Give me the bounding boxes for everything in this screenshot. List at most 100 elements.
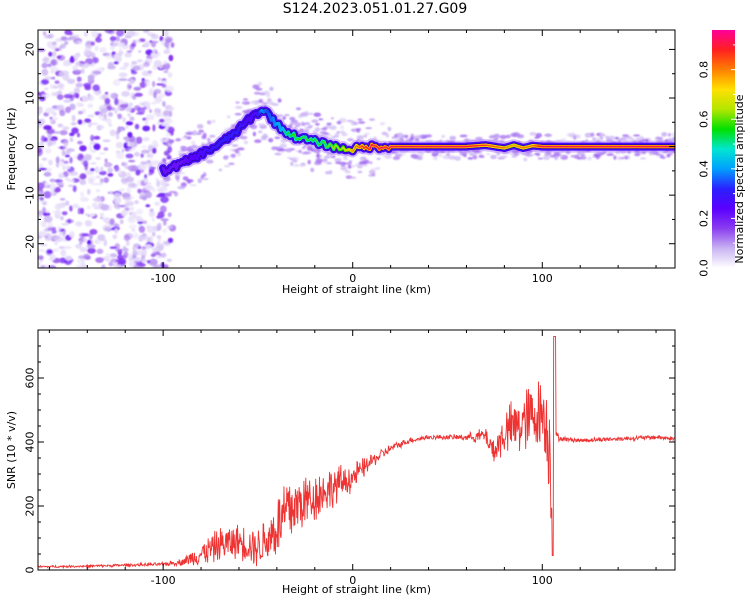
spectrogram-noise-blob: [165, 85, 174, 93]
spectrogram-noise-blob: [90, 149, 97, 153]
spectrogram-noise-blob: [41, 157, 48, 161]
spectrogram-noise-blob: [79, 61, 87, 65]
spectrogram-noise-blob: [529, 132, 537, 136]
spectrogram-noise-blob: [129, 79, 135, 84]
spectrogram-noise-blob: [46, 249, 53, 254]
spectrogram-noise-blob: [156, 255, 164, 259]
spectrogram-noise-blob: [168, 54, 174, 62]
spectrogram-noise-blob: [84, 154, 92, 161]
spectrogram-noise-blob: [57, 83, 64, 89]
spectrogram-noise-blob: [134, 257, 142, 262]
spectrogram-noise-blob: [128, 159, 136, 163]
spectrogram-noise-blob: [76, 259, 84, 264]
spectrogram-noise-blob: [274, 152, 282, 156]
spectrogram-noise-blob: [279, 143, 287, 149]
spectrogram-noise-blob: [148, 87, 155, 93]
spectrogram-noise-blob: [131, 228, 136, 233]
spectrogram-noise-blob: [154, 96, 163, 104]
spectrogram-noise-blob: [74, 54, 80, 59]
spectrogram-noise-blob: [368, 161, 373, 165]
spectrogram-noise-blob: [59, 232, 64, 236]
spectrogram-noise-blob: [323, 132, 330, 136]
spectrogram-noise-blob: [472, 155, 478, 160]
spectrogram-noise-blob: [410, 133, 415, 137]
spectrogram-noise-blob: [105, 252, 110, 259]
spectrogram-noise-blob: [431, 153, 439, 157]
spectrogram-x-tick-label: 100: [532, 272, 553, 285]
spectrogram-noise-blob: [110, 40, 114, 46]
spectrogram-noise-blob: [147, 144, 153, 151]
spectrogram-noise-blob: [133, 264, 141, 268]
spectrogram-noise-blob: [48, 159, 53, 166]
spectrogram-noise-blob: [160, 139, 169, 143]
spectrogram-noise-blob: [622, 134, 629, 138]
spectrogram-noise-blob: [84, 220, 93, 227]
spectrogram-ridge-core: [506, 146, 509, 149]
spectrogram-noise-blob: [38, 262, 41, 266]
spectrogram-noise-blob: [397, 133, 401, 139]
spectrogram-noise-blob: [43, 215, 53, 223]
spectrogram-noise-blob: [113, 196, 122, 204]
spectrogram-noise-blob: [633, 134, 641, 137]
spectrogram-noise-blob: [125, 106, 131, 113]
spectrogram-noise-blob: [125, 239, 130, 247]
spectrogram-noise-blob: [67, 184, 74, 188]
spectrogram-noise-blob: [70, 122, 77, 126]
spectrogram-noise-blob: [90, 134, 95, 142]
colorbar-gradient: [712, 30, 735, 268]
spectrogram-noise-blob: [59, 197, 66, 201]
spectrogram-noise-blob: [84, 85, 92, 91]
spectrogram-noise-blob: [150, 34, 159, 40]
spectrogram-noise-blob: [118, 72, 128, 78]
spectrogram-noise-blob: [123, 62, 130, 68]
spectrogram-noise-blob: [43, 31, 47, 36]
spectrogram-noise-blob: [175, 175, 180, 179]
spectrogram-noise-blob: [80, 191, 84, 198]
spectrogram-noise-blob: [135, 112, 145, 115]
spectrogram-ridge-core: [301, 136, 304, 139]
spectrogram-noise-blob: [44, 76, 53, 80]
spectrogram-noise-blob: [133, 243, 141, 248]
spectrogram-ridge-core: [375, 145, 378, 148]
spectrogram-noise-blob: [92, 182, 101, 186]
spectrogram-noise-blob: [124, 52, 132, 58]
spectrogram-noise-blob: [209, 134, 216, 138]
spectrogram-noise-blob: [104, 98, 111, 105]
spectrogram-noise-blob: [356, 135, 364, 140]
spectrogram-noise-blob: [127, 113, 131, 117]
spectrogram-noise-blob: [162, 264, 169, 268]
spectrogram-noise-blob: [150, 101, 157, 105]
spectrogram-noise-blob: [138, 50, 142, 53]
spectrogram-noise-blob: [119, 219, 124, 225]
spectrogram-noise-blob: [38, 107, 43, 114]
spectrogram-noise-blob: [69, 132, 75, 137]
spectrogram-noise-blob: [125, 153, 134, 159]
spectrogram-noise-blob: [150, 152, 153, 160]
spectrogram-noise-blob: [60, 249, 67, 257]
spectrogram-noise-blob: [379, 121, 386, 126]
spectrogram-noise-blob: [150, 225, 158, 232]
spectrogram-noise-blob: [97, 234, 106, 242]
spectrogram-noise-blob: [130, 196, 135, 199]
spectrogram-noise-blob: [167, 212, 172, 217]
spectrogram-ridge-core: [314, 138, 318, 142]
spectrogram-noise-blob: [113, 79, 121, 87]
figure-title: S124.2023.051.01.27.G09: [282, 1, 468, 17]
spectrogram-noise-blob: [76, 76, 82, 82]
spectrogram-noise-blob: [86, 206, 91, 209]
spectrogram-noise-blob: [536, 153, 540, 157]
spectrogram-noise-blob: [166, 258, 172, 262]
spectrogram-noise-blob: [128, 102, 133, 107]
spectrogram-noise-blob: [87, 94, 95, 102]
spectrogram-noise-blob: [65, 151, 71, 155]
spectrogram-noise-blob: [445, 152, 451, 155]
spectrogram-noise-blob: [144, 244, 152, 250]
spectrogram-noise-blob: [162, 101, 166, 107]
spectrogram-noise-blob: [534, 136, 540, 139]
spectrogram-noise-blob: [61, 222, 70, 226]
spectrogram-noise-blob: [167, 145, 173, 153]
spectrogram-noise-blob: [152, 264, 162, 268]
spectrogram-noise-blob: [186, 179, 194, 183]
spectrogram-noise-blob: [65, 165, 71, 169]
spectrogram-noise-blob: [269, 86, 274, 91]
